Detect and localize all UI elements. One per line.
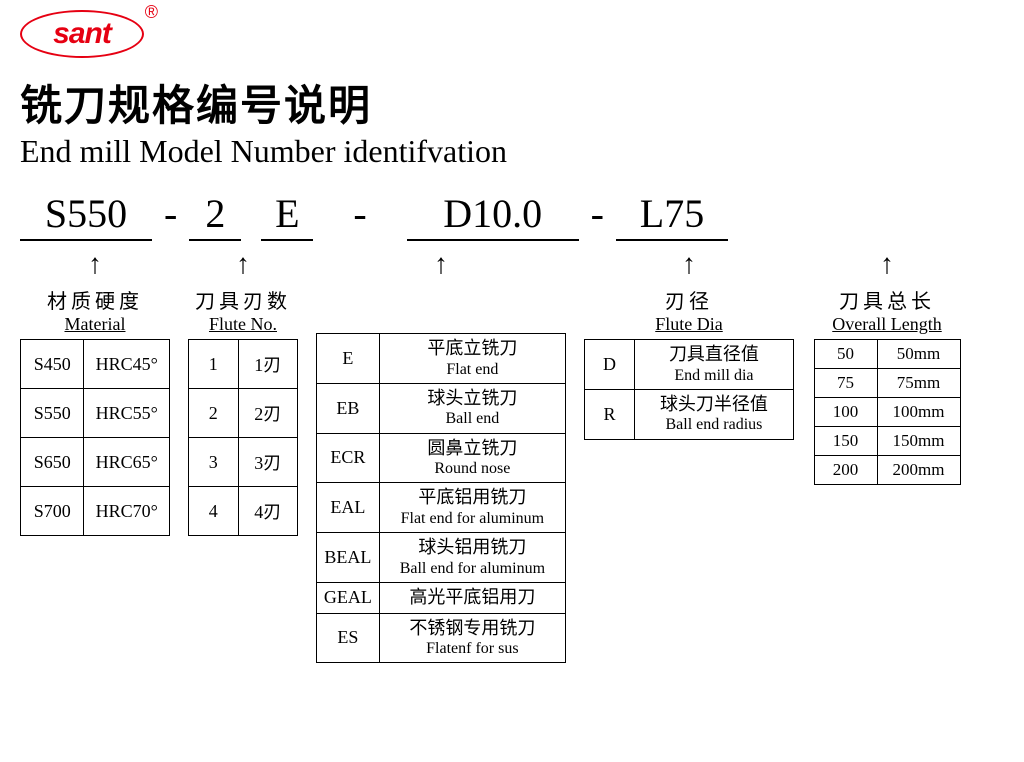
arrow-icon: ↑ — [88, 251, 102, 279]
col-type: ↑ E平底立铣刀Flat end EB球头立铣刀Ball end ECR圆鼻立铣… — [316, 249, 566, 663]
table-row: 7575mm — [814, 369, 960, 398]
dash-2: - — [313, 190, 406, 237]
logo-ellipse: sant — [20, 10, 144, 58]
arrow-icon: ↑ — [434, 251, 448, 279]
logo: sant ® — [20, 10, 144, 58]
length-table: 5050mm 7575mm 100100mm 150150mm 200200mm — [814, 339, 961, 485]
code-seg-material: S550 — [20, 190, 152, 241]
arrow-icon: ↑ — [682, 251, 696, 279]
col-overall-length: ↑ 刀具总长 Overall Length 5050mm 7575mm 1001… — [812, 249, 962, 485]
code-seg-type: E — [261, 190, 313, 241]
table-row: ECR圆鼻立铣刀Round nose — [317, 433, 566, 483]
table-row: S550HRC55° — [21, 389, 170, 438]
col-flute-no: ↑ 刀具刃数 Flute No. 11刃 22刃 33刃 44刃 — [188, 249, 298, 536]
code-seg-flute-no: 2 — [189, 190, 241, 241]
table-row: 150150mm — [814, 427, 960, 456]
table-row: R球头刀半径值Ball end radius — [585, 389, 794, 439]
flute-title-cn: 刀具刃数 — [195, 285, 291, 314]
len-title-cn: 刀具总长 — [839, 285, 935, 314]
logo-text: sant — [53, 17, 111, 51]
dash-3: - — [579, 190, 616, 237]
material-table: S450HRC45° S550HRC55° S650HRC65° S700HRC… — [20, 339, 170, 536]
dia-title-cn: 刃径 — [665, 285, 713, 314]
code-seg-length: L75 — [616, 190, 728, 241]
table-row: E平底立铣刀Flat end — [317, 334, 566, 384]
table-row: 200200mm — [814, 456, 960, 485]
table-row: 33刃 — [189, 438, 298, 487]
dia-table: D刀具直径值End mill dia R球头刀半径值Ball end radiu… — [584, 339, 794, 440]
title-chinese: 铣刀规格编号说明 — [20, 72, 1004, 133]
dia-title-en: Flute Dia — [655, 314, 723, 335]
type-table: E平底立铣刀Flat end EB球头立铣刀Ball end ECR圆鼻立铣刀R… — [316, 333, 566, 663]
table-row: D刀具直径值End mill dia — [585, 340, 794, 390]
title-english: End mill Model Number identifvation — [20, 133, 1004, 170]
table-row: ES不锈钢专用铣刀Flatenf for sus — [317, 613, 566, 663]
table-row: 44刃 — [189, 487, 298, 536]
table-row: S450HRC45° — [21, 340, 170, 389]
explanation-columns: ↑ 材质硬度 Material S450HRC45° S550HRC55° S6… — [20, 249, 1004, 663]
table-row: 100100mm — [814, 398, 960, 427]
arrow-icon: ↑ — [880, 251, 894, 279]
table-row: 5050mm — [814, 340, 960, 369]
table-row: 11刃 — [189, 340, 298, 389]
model-code-row: S550 - 2 E - D10.0 - L75 — [20, 190, 1004, 241]
material-title-cn: 材质硬度 — [47, 285, 143, 314]
table-row: EAL平底铝用铣刀Flat end for aluminum — [317, 483, 566, 533]
table-row: S650HRC65° — [21, 438, 170, 487]
material-title-en: Material — [65, 314, 126, 335]
registered-mark: ® — [145, 2, 158, 23]
code-seg-diameter: D10.0 — [407, 190, 579, 241]
col-material: ↑ 材质硬度 Material S450HRC45° S550HRC55° S6… — [20, 249, 170, 536]
table-row: S700HRC70° — [21, 487, 170, 536]
flute-no-table: 11刃 22刃 33刃 44刃 — [188, 339, 298, 536]
table-row: GEAL高光平底铝用刀 — [317, 582, 566, 613]
dash-1: - — [152, 190, 189, 237]
col-flute-dia: ↑ 刃径 Flute Dia D刀具直径值End mill dia R球头刀半径… — [584, 249, 794, 440]
arrow-icon: ↑ — [236, 251, 250, 279]
flute-title-en: Flute No. — [209, 314, 277, 335]
len-title-en: Overall Length — [832, 314, 941, 335]
table-row: 22刃 — [189, 389, 298, 438]
table-row: EB球头立铣刀Ball end — [317, 383, 566, 433]
table-row: BEAL球头铝用铣刀Ball end for aluminum — [317, 533, 566, 583]
